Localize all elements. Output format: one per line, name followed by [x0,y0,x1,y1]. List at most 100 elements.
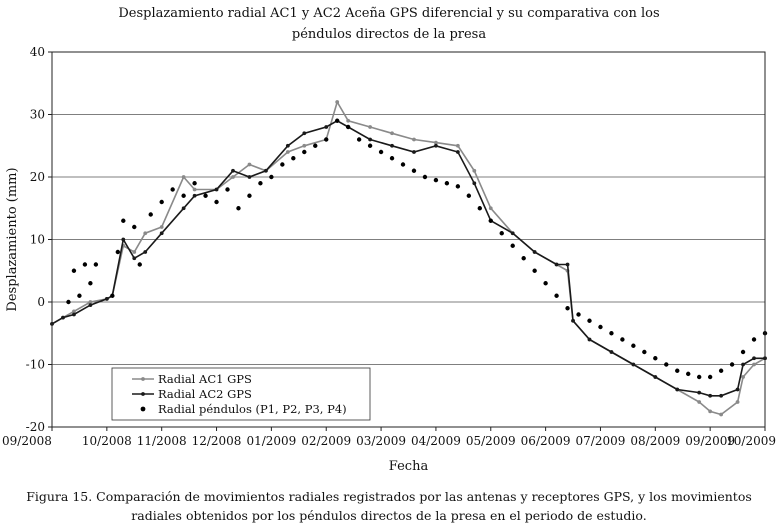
series-0-point-11 [192,187,197,192]
series-1-point-34 [609,350,614,354]
series-1-point-3 [88,303,93,308]
series-0-point-26 [472,168,477,173]
series-0-point-20 [346,118,351,123]
caption-line1: Figura 15. Comparación de movimientos ra… [26,489,752,504]
series-2-dot-3 [82,262,88,267]
series-2-dot-65 [740,349,746,355]
series-1-point-16 [285,143,290,148]
series-2-dot-58 [664,362,669,367]
series-2-dot-29 [345,124,351,130]
series-2-dot-19 [236,206,241,211]
series-1-point-6 [121,237,126,242]
x-axis-label: Fecha [389,459,429,474]
series-0-point-25 [455,143,460,148]
series-1-point-37 [675,387,680,392]
series-0-point-22 [390,131,394,136]
series-2-dot-21 [258,181,263,186]
x-tick-label-9: 06/2009 [521,434,571,448]
series-2-dot-42 [488,218,493,223]
series-2-dot-61 [696,374,702,380]
series-2-dot-57 [653,356,658,361]
series-0-point-17 [302,143,307,148]
legend-item-0: Radial AC1 GPS [132,372,252,386]
series-2-dot-62 [707,374,713,380]
legend-marker-0 [141,377,145,381]
x-tick-label-5: 02/2009 [301,434,351,448]
chart-title-line2: péndulos directos de la presa [291,27,487,42]
series-2-dot-7 [115,249,121,255]
series-2-dot-41 [477,206,482,211]
series-2-dot-16 [203,193,208,198]
legend-item-1: Radial AC2 GPS [132,387,252,401]
series-1-point-11 [192,193,197,198]
series-0-point-13 [231,175,235,179]
series-2-dot-35 [411,168,417,173]
series-2-dot-53 [609,331,614,336]
series-2-dot-43 [499,231,504,236]
series-0-point-19 [335,100,340,104]
y-axis-label: Desplazamiento (mm) [5,167,20,311]
series-2-dot-44 [510,243,515,248]
series-2-dot-38 [444,181,450,186]
series-2-dot-37 [433,177,439,183]
x-tick-label-2: 11/2008 [137,434,187,448]
y-tick-label-1: -10 [26,358,45,372]
series-2-dot-51 [587,318,592,323]
series-2-dot-8 [121,218,126,223]
series-2-dot-9 [132,224,137,230]
series-2-dot-14 [181,193,186,198]
series-1-point-8 [143,250,148,254]
series-0-point-43 [752,362,756,367]
series-2-dot-1 [71,268,77,273]
legend-label-1: Radial AC2 GPS [158,387,252,401]
series-1-point-32 [571,318,575,323]
chart-title: Desplazamiento radial AC1 y AC2 Aceña GP… [0,3,778,45]
x-tick-label-11: 08/2009 [630,434,680,448]
series-1-point-25 [455,150,460,154]
series-2-dot-52 [598,324,603,330]
series-1-point-15 [264,168,268,173]
y-tick-label-3: 10 [30,233,45,247]
series-1-point-28 [510,231,515,236]
series-2-dot-55 [631,343,636,348]
series-1-point-38 [697,390,702,395]
series-2-dot-24 [291,156,296,161]
series-0-point-41 [735,400,740,404]
series-2-dot-0 [66,299,71,305]
series-1-point-18 [324,125,329,129]
series-0-point-27 [488,206,493,211]
series-0-point-39 [708,409,713,414]
series-1-point-17 [302,131,307,136]
series-0-point-8 [143,231,148,236]
series-0-point-9 [159,225,164,229]
series-1-point-30 [554,262,559,267]
series-2-dot-47 [543,281,548,286]
legend-item-2: Radial péndulos (P1, P2, P3, P4) [140,402,347,416]
series-0-point-16 [285,150,290,154]
series-0-point-21 [368,125,373,129]
x-tick-label-1: 10/2008 [82,434,132,448]
figure-caption: Figura 15. Comparación de movimientos ra… [10,487,768,525]
series-2-dot-66 [751,337,757,342]
series-2-dot-32 [378,149,384,155]
legend-swatch-2 [140,406,146,412]
series-1-point-41 [735,387,740,392]
legend-label-0: Radial AC1 GPS [158,372,252,386]
series-1-point-23 [412,150,416,154]
y-tick-label-0: -20 [26,420,45,434]
series-1-point-10 [181,206,186,211]
x-tick-label-8: 05/2009 [466,434,516,448]
series-1-point-43 [752,356,756,361]
series-2-dot-40 [466,193,472,198]
series-1-point-13 [231,168,235,173]
series-0-point-7 [132,250,137,254]
series-2-dot-64 [729,362,735,367]
series-0-point-38 [697,400,702,404]
series-1-point-39 [708,393,713,398]
series-2-dot-45 [521,256,526,261]
series-2-dot-60 [686,371,691,377]
series-1-point-33 [587,337,592,342]
series-1-point-42 [741,362,745,367]
caption-line2: radiales obtenidos por los péndulos dire… [131,508,647,523]
